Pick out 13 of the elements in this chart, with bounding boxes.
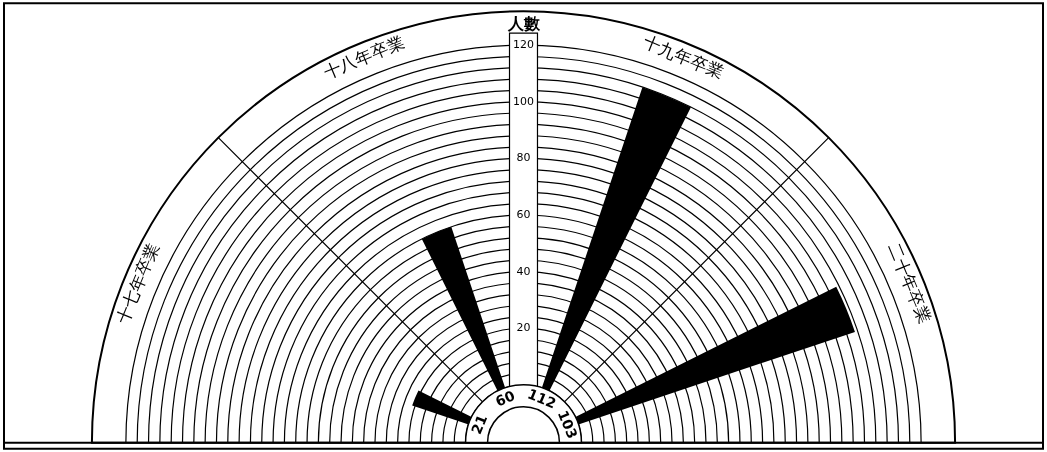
- text: 40: [516, 264, 531, 278]
- data-label: 60: [516, 208, 531, 222]
- category-label: 十八年卒業: [320, 31, 407, 83]
- text: 人數: [506, 14, 541, 34]
- text: 60: [493, 387, 518, 410]
- text: 100: [513, 94, 534, 108]
- text: 80: [516, 151, 531, 165]
- text: 120: [513, 38, 534, 52]
- text: 20: [516, 321, 531, 335]
- data-label: 21: [468, 412, 491, 437]
- category-label: 十七年卒業: [112, 239, 164, 327]
- category-label: 二十年卒業: [883, 239, 935, 327]
- category-label: 十九年卒業: [640, 31, 727, 83]
